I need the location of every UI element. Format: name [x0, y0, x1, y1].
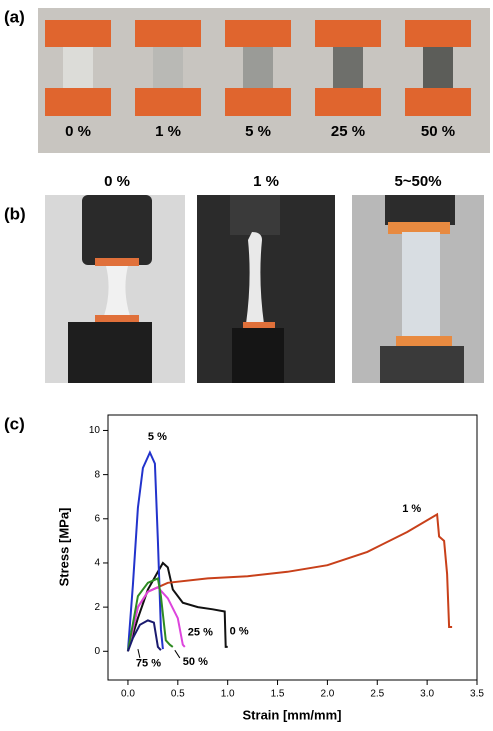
x-tick-label: 3.5: [470, 689, 484, 700]
stress-curve: [126, 512, 453, 652]
x-tick-label: 2.5: [370, 689, 384, 700]
headers: 0 % 1 % 5~50%: [104, 173, 441, 190]
x-axis-label: Strain [mm/mm]: [243, 707, 342, 722]
photo-header: 0 %: [104, 173, 130, 190]
y-tick-label: 2: [94, 602, 100, 613]
y-tick-label: 10: [89, 425, 101, 436]
stress-curve: [126, 450, 164, 652]
stress-curve: [126, 561, 228, 652]
sample-tab: [405, 20, 471, 47]
photo: [197, 195, 335, 383]
sample-tab: [225, 88, 291, 116]
curve-label: 25 %: [188, 626, 213, 638]
stress-curve: [126, 576, 174, 652]
photo-header: 1 %: [253, 173, 279, 190]
sample-label: 5 %: [245, 123, 271, 140]
photo: [45, 195, 185, 383]
stress-curve: [126, 619, 162, 652]
stress-curve: [126, 586, 186, 652]
sample-tab: [135, 88, 201, 116]
x-tick-label: 1.5: [271, 689, 285, 700]
curve-label: 75 %: [136, 657, 161, 669]
sample-tab: [45, 88, 111, 116]
y-axis-label: Stress [MPa]: [56, 508, 71, 587]
photo-content: 0 % 1 % 5 % 25 % 50 %: [45, 20, 471, 140]
panel-label: (c): [4, 414, 25, 433]
x-tick-label: 2.0: [320, 689, 334, 700]
sample-label: 0 %: [65, 123, 91, 140]
x-tick-label: 1.0: [221, 689, 235, 700]
curve-label: 5 %: [148, 431, 167, 443]
y-tick-label: 6: [94, 513, 100, 524]
sample-tab: [135, 20, 201, 47]
sample-tab: [45, 20, 111, 47]
y-tick-label: 4: [94, 558, 100, 569]
arrow: [174, 649, 181, 659]
x-tick-label: 0.5: [171, 689, 185, 700]
x-tick-label: 3.0: [420, 689, 434, 700]
curve-label: 50 %: [183, 656, 208, 668]
sample-tab: [225, 20, 291, 47]
sample-label: 1 %: [155, 123, 181, 140]
curve-label: 0 %: [230, 625, 249, 637]
sample-tab: [315, 20, 381, 47]
panel-label: (b): [4, 204, 26, 223]
plot: 0.0 0.5 1.0 1.5 2.0 2.5 3.0 3.5 0 2 4 6 8 10 0 % 1 % 5 %…: [89, 425, 485, 700]
sample-label: 50 %: [421, 123, 455, 140]
sample-label: 25 %: [331, 123, 365, 140]
sample-tab: [405, 88, 471, 116]
panel-label: (a): [4, 7, 25, 26]
sample-strip: [243, 44, 273, 90]
sample-strip: [63, 44, 93, 90]
sample-strip: [423, 44, 453, 90]
x-tick-label: 0.0: [121, 689, 135, 700]
arrow: [137, 648, 141, 659]
y-tick-label: 8: [94, 469, 100, 480]
photo: [352, 195, 484, 383]
photo-header: 5~50%: [394, 173, 441, 190]
sample-strip: [153, 44, 183, 90]
plot-frame: [107, 414, 478, 681]
y-tick-label: 0: [94, 646, 100, 657]
curve-label: 1 %: [402, 503, 421, 515]
sample-strip: [333, 44, 363, 90]
sample-tab: [315, 88, 381, 116]
